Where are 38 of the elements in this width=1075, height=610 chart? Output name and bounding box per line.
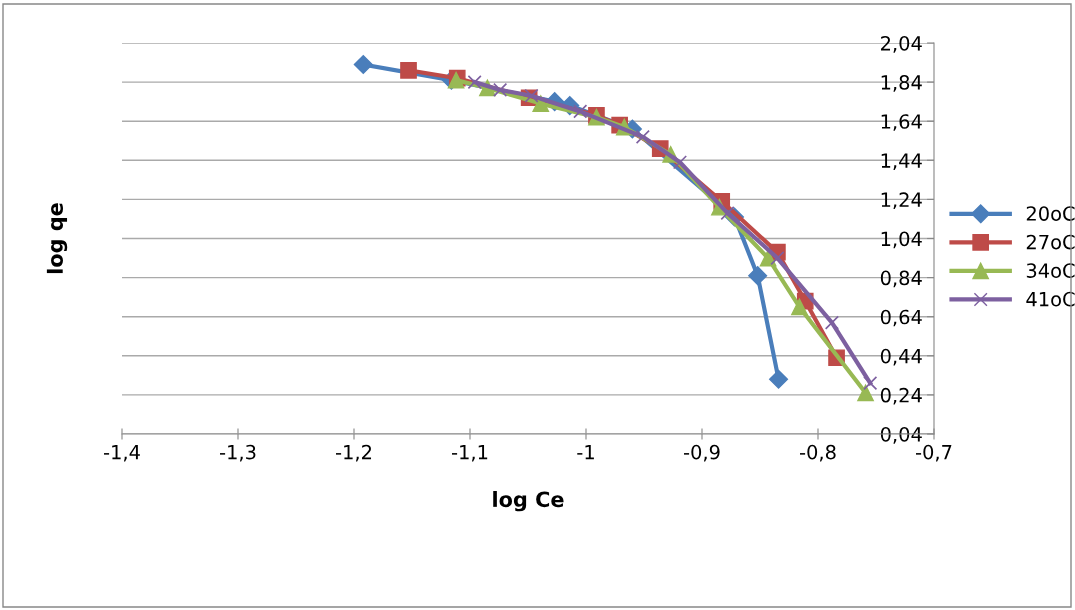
- legend-label: 20oC: [1026, 206, 1075, 221]
- point: [769, 369, 789, 389]
- y-tick-label: 1,84: [881, 75, 922, 92]
- x-tick-label: -1,1: [451, 445, 488, 462]
- x-tick-label: -1: [577, 445, 594, 460]
- y-tick-label: 0,44: [880, 348, 922, 366]
- y-tick-label: 1,04: [881, 231, 922, 249]
- point: [791, 298, 808, 316]
- point: [467, 75, 482, 90]
- x-tick-label: -0,8: [799, 444, 836, 462]
- point: [353, 54, 373, 75]
- point: [857, 384, 874, 402]
- x-tick-label: -1,3: [219, 444, 256, 462]
- y-tick-label: 0,64: [880, 309, 922, 327]
- point: [573, 104, 588, 119]
- y-tick-label: 1,64: [881, 114, 922, 131]
- y-tick-label: 0,24: [880, 387, 922, 405]
- point: [748, 266, 768, 286]
- x-tick-label: -1,2: [335, 444, 372, 462]
- x-tick-label: -1,4: [103, 445, 140, 462]
- point: [524, 88, 539, 103]
- legend-label: 41oC: [1026, 291, 1075, 307]
- point: [824, 315, 840, 330]
- y-tick-label: 1,44: [881, 153, 922, 170]
- point: [400, 62, 417, 79]
- y-axis-title: log qe: [46, 203, 68, 274]
- point: [635, 129, 650, 144]
- y-tick-label: 1,24: [881, 192, 922, 210]
- y-tick-label: 0,04: [880, 426, 922, 444]
- x-axis-title: log Ce: [493, 491, 564, 512]
- x-tick-label: -0,9: [683, 444, 720, 462]
- y-tick-label: 0,84: [880, 270, 922, 288]
- point: [493, 82, 508, 98]
- point: [863, 376, 878, 391]
- legend-label: 34oC: [1026, 263, 1075, 278]
- y-tick-label: 2,04: [881, 35, 922, 53]
- x-tick-label: -0,7: [915, 444, 952, 462]
- legend-label: 27oC: [1026, 234, 1075, 250]
